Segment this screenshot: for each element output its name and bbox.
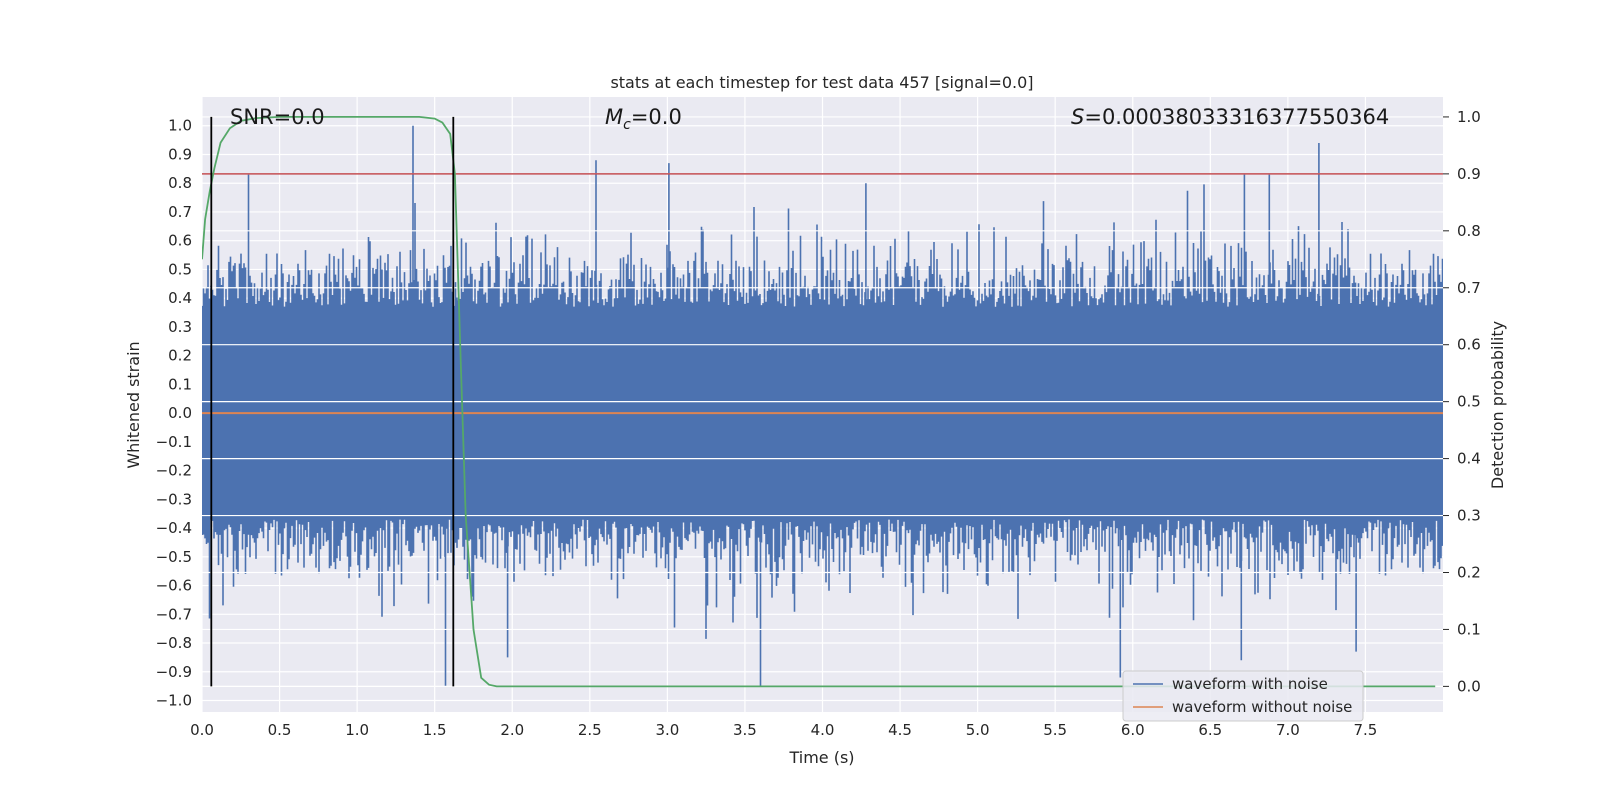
chirp-mass-value: =0.0 [631, 105, 682, 129]
x-tick-label: 3.5 [733, 721, 757, 739]
legend-label-noisy: waveform with noise [1172, 675, 1328, 693]
y2-tick-label: 0.3 [1457, 507, 1481, 525]
chirp-mass-symbol: M [605, 105, 623, 129]
y2-tick-label: 1.0 [1457, 108, 1481, 126]
y-tick-label: 0.4 [168, 289, 192, 307]
x-tick-label: 3.0 [655, 721, 679, 739]
y-tick-label: −0.4 [156, 519, 192, 537]
y2-tick-label: 0.9 [1457, 165, 1481, 183]
tick-layer: 0.0 0.5 1.0 1.5 2.0 2.5 3.0 3.5 4.0 4.5 5.0 5.5 6.0 6… [156, 108, 1481, 739]
y-tick-label: −0.8 [156, 634, 192, 652]
legend: waveform with noise waveform without noi… [1122, 670, 1364, 722]
legend-box [1122, 670, 1364, 722]
x-tick-label: 1.0 [345, 721, 369, 739]
x-tick-label: 1.5 [423, 721, 447, 739]
chirp-mass-annotation: Mc=0.0 [605, 105, 682, 133]
snr-annotation: SNR=0.0 [230, 105, 325, 129]
y2-tick-label: 0.0 [1457, 677, 1481, 695]
y2-axis-label: Detection probability [1488, 321, 1507, 489]
y-tick-label: 0.6 [168, 232, 192, 250]
x-tick-label: 6.0 [1121, 721, 1145, 739]
chirp-mass-subscript: c [623, 117, 631, 133]
score-annotation: S=0.00038033316377550364 [1071, 105, 1389, 129]
x-tick-label: 5.5 [1043, 721, 1067, 739]
score-symbol: S [1071, 105, 1084, 129]
y-tick-label: 0.7 [168, 203, 192, 221]
y-tick-label: 0.8 [168, 174, 192, 192]
y2-tick-label: 0.5 [1457, 393, 1481, 411]
detection-probability-line [202, 116, 1436, 688]
y-tick-label: 0.1 [168, 375, 192, 393]
y-tick-label: 0.5 [168, 260, 192, 278]
y2-tick-label: 0.1 [1457, 620, 1481, 638]
y-tick-label: 0.2 [168, 347, 192, 365]
y2-tick-label: 0.2 [1457, 563, 1481, 581]
y2-tick-label: 0.7 [1457, 279, 1481, 297]
y-tick-label: −0.9 [156, 663, 192, 681]
y-axis-label: Whitened strain [124, 341, 143, 468]
line-layer [202, 116, 1443, 688]
x-tick-label: 2.5 [578, 721, 602, 739]
x-tick-label: 7.5 [1354, 721, 1378, 739]
x-tick-label: 0.5 [268, 721, 292, 739]
chart-title: stats at each timestep for test data 457… [610, 73, 1033, 92]
y2-tick-label: 0.4 [1457, 450, 1481, 468]
x-tick-label: 4.0 [811, 721, 835, 739]
x-tick-label: 2.0 [500, 721, 524, 739]
x-tick-label: 0.0 [190, 721, 214, 739]
y-tick-label: −0.7 [156, 605, 192, 623]
x-tick-label: 7.0 [1276, 721, 1300, 739]
y2-tick-label: 0.8 [1457, 222, 1481, 240]
y-tick-label: 0.9 [168, 145, 192, 163]
y-tick-label: −1.0 [156, 692, 192, 710]
score-value: =0.00038033316377550364 [1084, 105, 1389, 129]
y-tick-label: −0.1 [156, 433, 192, 451]
x-tick-label: 4.5 [888, 721, 912, 739]
y-tick-label: −0.6 [156, 577, 192, 595]
y-tick-label: 0.0 [168, 404, 192, 422]
legend-label-clean: waveform without noise [1172, 698, 1352, 716]
y2-tick-label: 0.6 [1457, 336, 1481, 354]
y-tick-label: −0.2 [156, 462, 192, 480]
x-tick-label: 5.0 [966, 721, 990, 739]
y-tick-label: −0.5 [156, 548, 192, 566]
y-tick-label: 0.3 [168, 318, 192, 336]
x-tick-label: 6.5 [1198, 721, 1222, 739]
y-tick-label: −0.3 [156, 490, 192, 508]
x-axis-label: Time (s) [788, 748, 854, 767]
y-tick-label: 1.0 [168, 117, 192, 135]
